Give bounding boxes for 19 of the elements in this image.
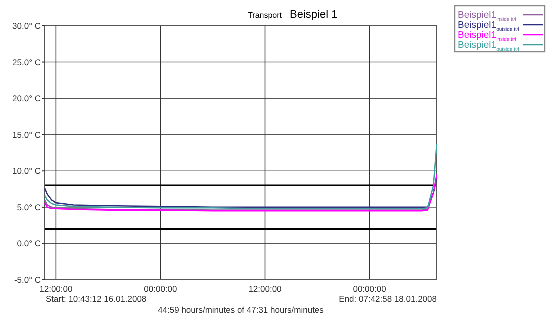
y-tick-label: 25.0° C (12, 57, 41, 68)
text: 44:59 hours/minutes of 47:31 hours/minutes (158, 305, 324, 315)
y-tick-label: 15.0° C (12, 130, 41, 140)
y-tick-label: 0.0° C (17, 238, 41, 249)
y-tick-label: 30.0° C (12, 21, 41, 31)
legend-label: Beispiel1$_{outside.tt4}$ (458, 40, 520, 53)
y-tick-label: -5.0° C (14, 275, 41, 285)
chart-title: Transport (248, 11, 283, 20)
y-tick-label: 5.0° C (17, 202, 41, 212)
y-tick-label: 20.0° C (12, 94, 41, 104)
chart-subtitle: Beispiel 1 (290, 9, 338, 21)
line-series (44, 144, 438, 210)
y-tick-label: 10.0° C (12, 166, 41, 176)
x-tick-label: 00:00:00 (353, 284, 387, 294)
x-tick-label: 00:00:00 (144, 284, 178, 294)
text: Start: 10:43:12 16.01.2008 (46, 294, 147, 304)
x-tick-label: 12:00:00 (40, 284, 73, 294)
x-tick-label: 12:00:00 (248, 284, 282, 294)
text: End: 07:42:58 18.01.2008 (339, 294, 438, 304)
